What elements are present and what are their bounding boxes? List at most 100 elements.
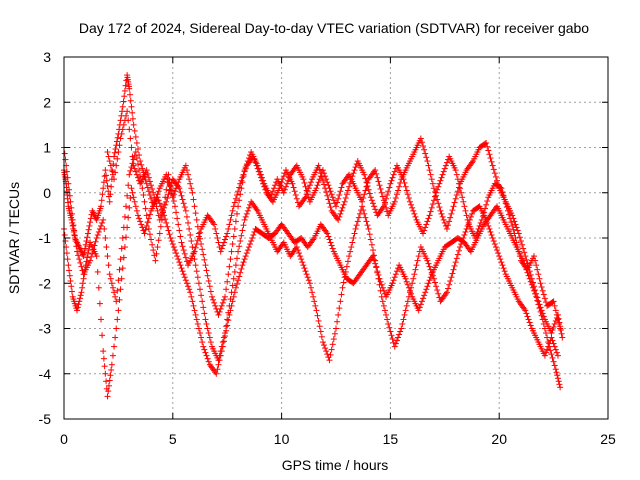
data-point: [240, 222, 247, 229]
data-point: [236, 197, 243, 204]
data-point: [406, 289, 413, 296]
data-point: [279, 176, 286, 183]
data-point: [177, 262, 184, 269]
data-point: [191, 307, 198, 314]
data-point: [150, 247, 157, 254]
data-point: [521, 249, 528, 256]
data-point: [132, 203, 139, 210]
data-point: [553, 349, 560, 356]
data-point: [236, 273, 243, 280]
data-point: [85, 247, 92, 254]
data-point: [216, 308, 223, 315]
data-point: [372, 257, 379, 264]
data-point: [109, 284, 116, 291]
data-point: [435, 183, 442, 190]
data-point: [542, 349, 549, 356]
x-tick-label: 5: [169, 431, 177, 447]
data-point: [131, 127, 138, 134]
data-point: [190, 196, 197, 203]
data-point: [73, 243, 80, 250]
data-point: [155, 188, 162, 195]
data-point: [121, 87, 128, 94]
data-point: [98, 197, 105, 204]
data-point: [156, 230, 163, 237]
data-point: [424, 257, 431, 264]
y-tick-label: 3: [43, 49, 51, 65]
data-point: [277, 182, 284, 189]
data-point: [347, 248, 354, 255]
data-point: [388, 332, 395, 339]
data-point: [91, 242, 98, 249]
data-point: [282, 183, 289, 190]
data-point: [216, 352, 223, 359]
data-point: [511, 218, 518, 225]
data-point: [101, 173, 108, 180]
data-point: [514, 227, 521, 234]
data-point: [339, 204, 346, 211]
data-point: [319, 177, 326, 184]
data-point: [413, 262, 420, 269]
data-point: [328, 191, 335, 198]
data-point: [119, 103, 126, 110]
data-point: [194, 320, 201, 327]
data-point: [111, 149, 118, 156]
data-point: [293, 195, 300, 202]
data-point: [420, 142, 427, 149]
data-point: [306, 280, 313, 287]
data-point: [207, 339, 214, 346]
data-point: [68, 204, 75, 211]
data-point: [218, 245, 225, 252]
data-point: [193, 268, 200, 275]
data-point: [237, 180, 244, 187]
data-point: [327, 188, 334, 195]
data-point: [146, 231, 153, 238]
data-point: [430, 275, 437, 282]
data-point: [168, 238, 175, 245]
data-point: [369, 200, 376, 207]
data-point: [315, 162, 322, 169]
data-point: [505, 211, 512, 218]
data-point: [112, 293, 119, 300]
data-point: [170, 244, 177, 251]
data-point: [101, 363, 108, 370]
data-point: [509, 212, 516, 219]
data-point: [145, 188, 152, 195]
data-point: [145, 225, 152, 232]
data-point: [324, 179, 331, 186]
data-point: [337, 298, 344, 305]
data-point: [458, 241, 465, 248]
data-point: [176, 227, 183, 234]
data-point: [138, 161, 145, 168]
data-point: [74, 304, 81, 311]
data-point: [467, 213, 474, 220]
data-point: [350, 170, 357, 177]
data-point: [175, 221, 182, 228]
data-point: [441, 219, 448, 226]
data-point: [187, 231, 194, 238]
data-point: [78, 263, 85, 270]
data-point: [376, 182, 383, 189]
data-point: [507, 215, 514, 222]
data-point: [200, 343, 207, 350]
data-point: [417, 135, 424, 142]
data-point: [107, 191, 114, 198]
data-point: [84, 254, 91, 261]
data-point: [113, 325, 120, 332]
data-point: [310, 293, 317, 300]
data-point: [374, 174, 381, 181]
data-point: [199, 339, 206, 346]
data-point: [205, 277, 212, 284]
data-point: [331, 330, 338, 337]
data-point: [218, 302, 225, 309]
data-point: [136, 152, 143, 159]
data-point: [522, 307, 529, 314]
data-point: [198, 292, 205, 299]
data-point: [130, 156, 137, 163]
data-point: [423, 154, 430, 161]
data-point: [111, 289, 118, 296]
data-point: [410, 275, 417, 282]
data-point: [100, 348, 107, 355]
data-point: [429, 201, 436, 208]
data-point: [109, 352, 116, 359]
data-point: [245, 244, 252, 251]
